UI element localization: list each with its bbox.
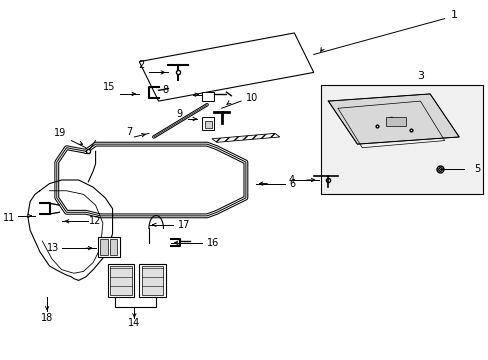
Bar — [139, 264, 165, 297]
Bar — [98, 237, 120, 257]
Bar — [142, 266, 163, 295]
Text: 7: 7 — [125, 127, 132, 136]
Text: 17: 17 — [178, 220, 190, 230]
Bar — [107, 264, 134, 297]
Polygon shape — [211, 134, 279, 142]
Bar — [202, 117, 214, 130]
Text: 13: 13 — [47, 243, 59, 253]
Text: 14: 14 — [128, 319, 140, 328]
Bar — [204, 121, 211, 128]
Bar — [100, 239, 107, 255]
Bar — [110, 266, 132, 295]
Text: 2: 2 — [138, 60, 144, 70]
Text: 8: 8 — [162, 85, 168, 95]
Text: 16: 16 — [207, 238, 219, 248]
Text: 6: 6 — [289, 179, 295, 189]
Bar — [202, 92, 214, 101]
Text: 3: 3 — [416, 71, 423, 81]
Bar — [386, 117, 405, 126]
Text: 10: 10 — [245, 93, 258, 103]
Polygon shape — [327, 94, 458, 144]
Text: 9: 9 — [176, 109, 183, 119]
Bar — [321, 85, 483, 194]
Text: 12: 12 — [89, 216, 102, 226]
Text: 15: 15 — [102, 82, 115, 92]
Text: 1: 1 — [450, 10, 457, 20]
Text: 18: 18 — [41, 313, 53, 323]
Bar — [110, 239, 117, 255]
Text: 5: 5 — [473, 164, 479, 174]
Text: 4: 4 — [287, 175, 294, 185]
Text: 11: 11 — [3, 213, 16, 222]
Polygon shape — [139, 33, 313, 101]
Text: 19: 19 — [54, 129, 66, 138]
